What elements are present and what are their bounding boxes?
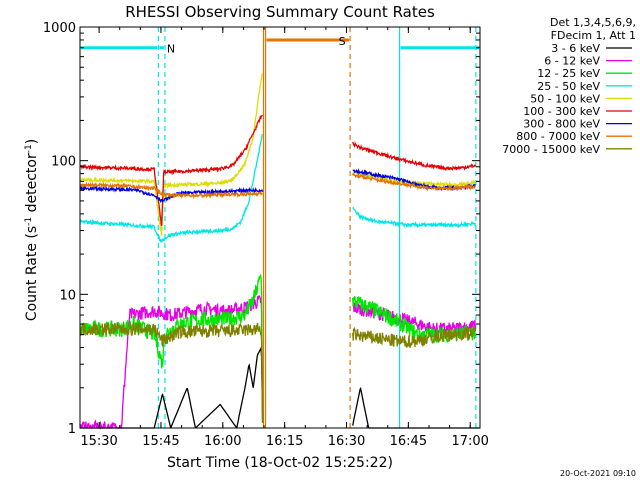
x-tick-label: 15:30 xyxy=(80,434,117,449)
series-line xyxy=(80,345,480,429)
legend-header-line-2: FDecim 1, Att 1 xyxy=(551,29,636,42)
y-tick-label: 1000 xyxy=(43,21,76,36)
legend-header-line-1: Det 1,3,4,5,6,9, xyxy=(550,16,636,29)
legend-entry-label: 300 - 800 keV xyxy=(523,118,600,131)
chart-title: RHESSI Observing Summary Count Rates xyxy=(125,3,435,21)
x-tick-label: 16:45 xyxy=(390,434,427,449)
x-axis-ticks: 15:30 15:45 16:00 16:15 16:30 16:45 17:00 xyxy=(80,27,489,449)
x-tick-label: 16:15 xyxy=(266,434,303,449)
axes-frame xyxy=(79,26,481,429)
legend-entry-label: 6 - 12 keV xyxy=(544,55,600,68)
night-label: S xyxy=(339,35,346,48)
series-line xyxy=(79,114,477,227)
legend-entry-label: 25 - 50 keV xyxy=(537,80,600,93)
series-line xyxy=(79,294,477,430)
y-tick-label: 1 xyxy=(68,422,76,437)
series-line xyxy=(79,73,476,236)
y-tick-label: 100 xyxy=(51,155,76,170)
series-line xyxy=(79,171,477,200)
y-axis-ticks: 1 10 100 1000 xyxy=(43,21,480,437)
annotation-layer: NS xyxy=(81,27,479,428)
x-tick-label: 16:30 xyxy=(328,434,365,449)
legend-entry-label: 3 - 6 keV xyxy=(551,42,600,55)
plot-frame xyxy=(79,26,481,429)
legend-entry-label: 800 - 7000 keV xyxy=(516,130,600,143)
y-axis-label: Count Rate (s-1 detector-1) xyxy=(24,139,40,321)
x-tick-label: 16:00 xyxy=(204,434,241,449)
x-tick-label: 15:45 xyxy=(142,434,179,449)
legend: Det 1,3,4,5,6,9, FDecim 1, Att 1 3 - 6 k… xyxy=(502,16,636,156)
legend-entry-label: 50 - 100 keV xyxy=(530,92,600,105)
y-tick-label: 10 xyxy=(59,288,76,303)
series-line xyxy=(79,273,477,422)
series-line xyxy=(79,321,476,424)
timestamp: 20-Oct-2021 09:10 xyxy=(560,469,636,478)
series-line xyxy=(79,133,477,243)
series-layer xyxy=(79,73,480,430)
legend-entry-label: 7000 - 15000 keV xyxy=(502,143,600,156)
x-axis-label: Start Time (18-Oct-02 15:25:22) xyxy=(167,455,393,471)
legend-entry-label: 12 - 25 keV xyxy=(537,67,600,80)
x-tick-label: 17:00 xyxy=(451,434,488,449)
legend-entry-label: 100 - 300 keV xyxy=(523,105,600,118)
saa-label: N xyxy=(167,43,175,56)
